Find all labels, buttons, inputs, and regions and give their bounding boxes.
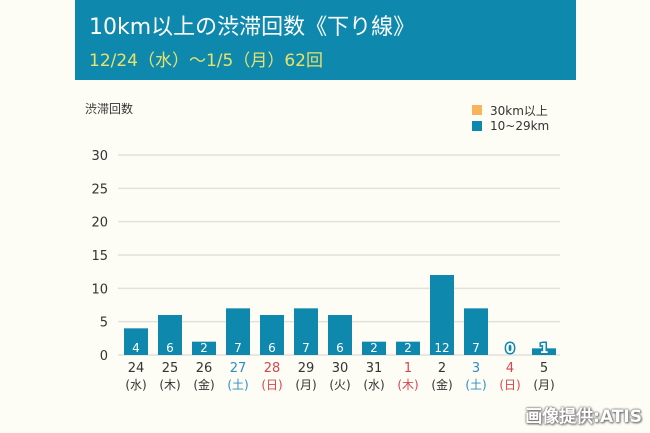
- bar-10-29km: [226, 308, 250, 355]
- bar-10-29km: [294, 308, 318, 355]
- legend-item-10-29km: 10~29km: [472, 118, 549, 134]
- bar-10-29km: [328, 315, 352, 355]
- image-credit: 画像提供:ATIS: [525, 407, 642, 427]
- y-axis-label: 渋滞回数: [85, 102, 134, 116]
- y-tick-label: 10: [91, 282, 108, 297]
- bar-value-label: 0: [505, 342, 514, 357]
- x-tick-weekday: (土): [227, 378, 248, 392]
- y-tick-label: 20: [91, 216, 108, 231]
- bar-value-label: 7: [472, 341, 480, 355]
- x-tick-weekday: (火): [329, 378, 350, 392]
- chart-title: 10km以上の渋滞回数《下り線》: [89, 15, 416, 40]
- title-banner: 10km以上の渋滞回数《下り線》 12/24（水）～1/5（月）62回: [75, 0, 576, 80]
- x-tick-day: 28: [264, 361, 281, 376]
- bar-10-29km: [464, 308, 488, 355]
- x-tick-day: 1: [404, 361, 412, 376]
- bar-value-label: 7: [302, 341, 310, 355]
- bar-10-29km: [396, 341, 420, 355]
- bar-value-label: 6: [336, 341, 344, 355]
- bar-10-29km: [532, 348, 556, 355]
- bar-10-29km: [260, 315, 284, 355]
- x-tick-weekday: (日): [261, 378, 282, 392]
- x-tick-day: 2: [438, 361, 446, 376]
- x-tick-day: 26: [196, 361, 213, 376]
- x-tick-day: 31: [366, 361, 383, 376]
- x-tick-weekday: (月): [533, 378, 554, 392]
- x-tick-day: 3: [472, 361, 480, 376]
- legend-item-30km-plus: 30km以上: [472, 102, 549, 118]
- bar-value-label: 1: [539, 342, 548, 357]
- bar-value-label: 2: [404, 341, 412, 355]
- x-tick-weekday: (月): [295, 378, 316, 392]
- x-tick-day: 24: [128, 361, 145, 376]
- x-tick-weekday: (金): [193, 377, 214, 392]
- bar-value-label: 2: [200, 341, 208, 355]
- x-tick-day: 29: [298, 361, 315, 376]
- bar-10-29km: [192, 341, 216, 355]
- x-tick-weekday: (日): [499, 378, 520, 392]
- y-tick-label: 30: [91, 149, 108, 164]
- x-tick-day: 30: [332, 361, 349, 376]
- chart-subtitle: 12/24（水）～1/5（月）62回: [89, 51, 323, 71]
- y-tick-label: 25: [91, 182, 108, 197]
- x-tick-weekday: (水): [125, 378, 146, 392]
- x-tick-day: 4: [506, 361, 514, 376]
- bar-10-29km: [430, 275, 454, 355]
- bar-value-label: 6: [166, 341, 174, 355]
- x-tick-weekday: (金): [431, 377, 452, 392]
- bar-10-29km: [124, 328, 148, 355]
- bar-value-label: 6: [268, 341, 276, 355]
- bar-10-29km: [158, 315, 182, 355]
- y-tick-label: 5: [100, 316, 108, 331]
- bar-10-29km: [362, 341, 386, 355]
- bar-value-label: 4: [132, 341, 140, 355]
- bar-value-label: 2: [370, 341, 378, 355]
- legend-label-10-29km: 10~29km: [490, 119, 550, 133]
- legend-swatch-10-29km: [472, 121, 482, 131]
- x-tick-weekday: (水): [363, 378, 384, 392]
- legend-label-30km-plus: 30km以上: [490, 103, 548, 118]
- bar-value-label: 12: [434, 341, 449, 355]
- x-tick-day: 25: [162, 361, 179, 376]
- x-tick-weekday: (木): [397, 378, 418, 392]
- y-tick-label: 0: [100, 349, 108, 364]
- x-tick-weekday: (土): [465, 378, 486, 392]
- x-tick-weekday: (木): [159, 378, 180, 392]
- x-tick-day: 27: [230, 361, 247, 376]
- y-tick-label: 15: [91, 249, 108, 264]
- bar-value-label: 7: [234, 341, 242, 355]
- x-tick-day: 5: [540, 361, 548, 376]
- legend: 30km以上 10~29km: [472, 102, 549, 134]
- legend-swatch-30km-plus: [472, 105, 482, 115]
